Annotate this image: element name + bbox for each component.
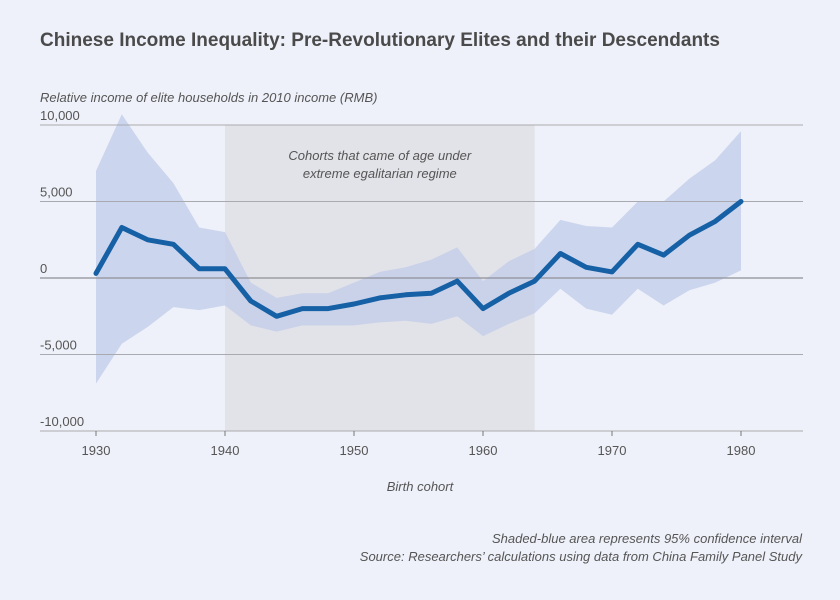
ticks-group bbox=[95, 431, 742, 436]
confidence-interval-band bbox=[96, 114, 741, 384]
y-tick-label: -10,000 bbox=[40, 414, 84, 429]
gridlines-group bbox=[40, 124, 803, 432]
confidence-band-group bbox=[96, 114, 741, 384]
x-axis-label: Birth cohort bbox=[386, 479, 454, 494]
x-tick-label: 1950 bbox=[340, 443, 369, 458]
y-tick-label: 0 bbox=[40, 261, 47, 276]
labels-group: Cohorts that came of age under extreme eg… bbox=[40, 108, 755, 458]
chart-title: Chinese Income Inequality: Pre-Revolutio… bbox=[40, 30, 720, 51]
x-tick-label: 1970 bbox=[598, 443, 627, 458]
x-tick-label: 1980 bbox=[727, 443, 756, 458]
x-tick-label: 1960 bbox=[469, 443, 498, 458]
y-tick-label: 10,000 bbox=[40, 108, 80, 123]
era-annotation-line1: Cohorts that came of age under bbox=[288, 148, 472, 163]
series-line-elite-income bbox=[93, 199, 744, 319]
x-tick-label: 1940 bbox=[211, 443, 240, 458]
source-note: Source: Researchers’ calculations using … bbox=[359, 549, 802, 564]
x-tick-label: 1930 bbox=[82, 443, 111, 458]
y-tick-label: 5,000 bbox=[40, 185, 73, 200]
y-axis-label: Relative income of elite households in 2… bbox=[40, 90, 378, 105]
y-tick-label: -5,000 bbox=[40, 338, 77, 353]
era-annotation-line2: extreme egalitarian regime bbox=[303, 166, 457, 181]
ci-note: Shaded-blue area represents 95% confiden… bbox=[491, 531, 802, 546]
series-group bbox=[93, 199, 744, 319]
chart-notes: Shaded-blue area represents 95% confiden… bbox=[360, 530, 802, 566]
